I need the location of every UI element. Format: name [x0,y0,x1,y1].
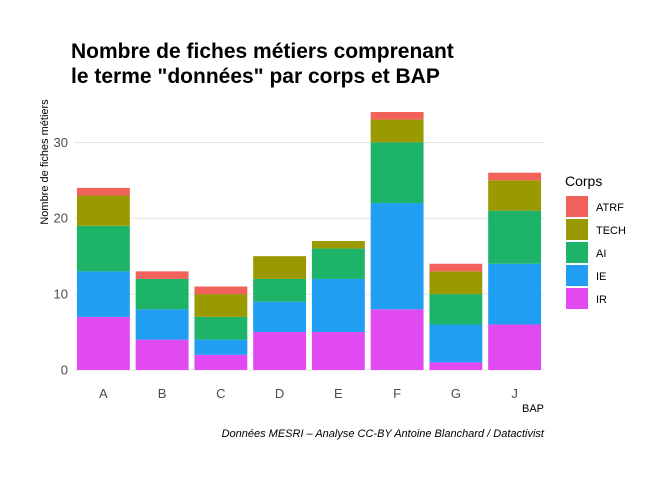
bar-B-atrf [135,271,189,279]
legend-label-tech: TECH [596,225,626,237]
y-tick-label: 0 [61,363,68,378]
bar-E-ir [311,332,365,370]
bar-E-tech [311,241,365,249]
y-axis-title: Nombre de fiches métiers [39,99,51,225]
bar-F-tech [370,119,424,143]
bar-B-ie [135,309,189,340]
y-tick-label: 20 [54,211,68,226]
bar-J-tech [488,180,542,211]
bar-J-ir [488,324,542,370]
legend-label-ir: IR [596,294,607,306]
bar-C-ie [194,339,248,355]
x-tick-label: E [334,386,343,401]
bar-J-ie [488,263,542,325]
legend-label-ie: IE [596,271,606,283]
bar-C-ir [194,354,248,370]
bar-C-tech [194,294,248,317]
x-tick-label: F [393,386,401,401]
bar-A-ie [76,271,130,317]
legend-key-ir [566,288,588,309]
legend-title: Corps [565,173,602,189]
legend-key-ai [566,242,588,263]
bar-F-atrf [370,112,424,120]
bar-G-ai [429,294,483,325]
bars [76,112,542,370]
legend-label-atrf: ATRF [596,202,624,214]
bar-D-ir [253,332,307,370]
bar-A-ai [76,225,130,272]
bar-G-tech [429,271,483,295]
legend-key-ie [566,265,588,286]
y-tick-labels: 0 10 20 30 [54,135,68,378]
bar-F-ie [370,203,424,310]
bar-C-atrf [194,286,248,295]
bar-B-ai [135,278,189,310]
x-axis-title: BAP [522,403,544,415]
bar-G-ie [429,324,483,363]
bar-E-ai [311,248,365,279]
bar-J-atrf [488,172,542,181]
caption: Données MESRI – Analyse CC-BY Antoine Bl… [222,428,545,440]
bar-D-tech [253,256,307,279]
bar-F-ir [370,309,424,370]
bar-B-ir [135,339,189,370]
chart-title-line-2: le terme "données" par corps et BAP [71,65,440,88]
bar-F-ai [370,142,424,204]
bar-C-ai [194,316,248,340]
legend-key-atrf [566,196,588,217]
chart-title-line-1: Nombre de fiches métiers comprenant [71,40,454,63]
y-tick-label: 30 [54,135,68,150]
x-tick-label: C [216,386,225,401]
y-tick-label: 10 [54,287,68,302]
bar-A-ir [76,316,130,370]
bar-G-ir [429,362,483,370]
bar-G-atrf [429,263,483,272]
bar-D-ai [253,278,307,302]
legend-label-ai: AI [596,248,606,260]
bar-A-tech [76,195,130,226]
x-tick-label: J [511,386,518,401]
bar-A-atrf [76,187,130,196]
x-tick-label: D [275,386,284,401]
x-tick-label: A [99,386,108,401]
legend-key-tech [566,219,588,240]
bar-E-ie [311,278,365,333]
x-tick-label: G [451,386,461,401]
bar-D-ie [253,301,307,333]
legend: ATRF TECH AI IE IR [566,196,626,309]
bar-J-ai [488,210,542,264]
x-tick-label: B [158,386,167,401]
